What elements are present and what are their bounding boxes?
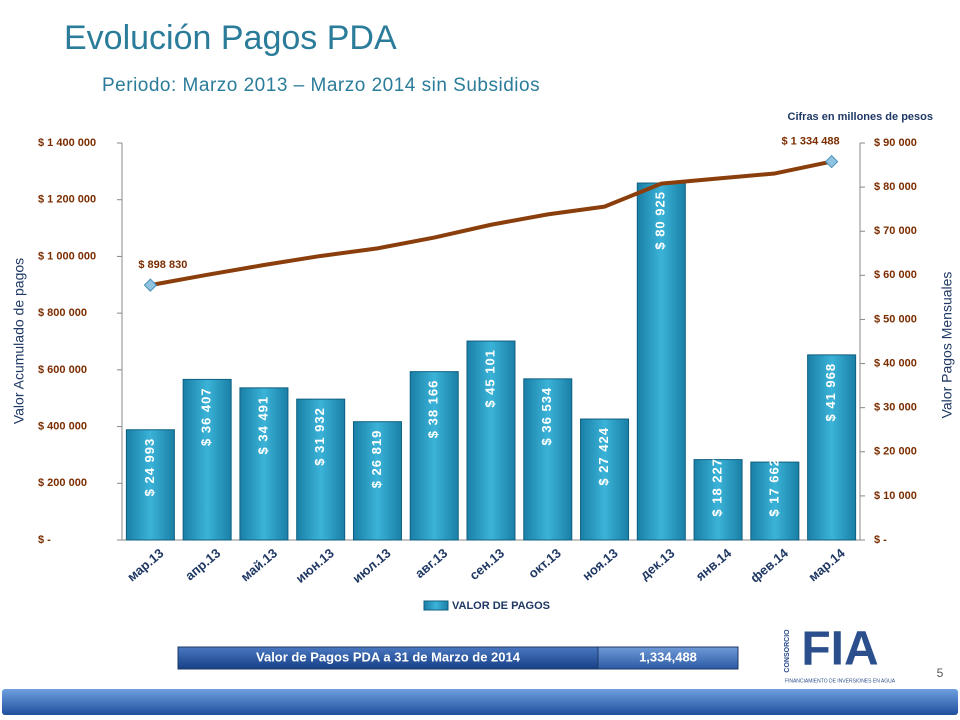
y2-tick-label: $ 90 000 xyxy=(874,137,917,149)
bar xyxy=(636,182,686,541)
bar xyxy=(125,429,175,541)
x-tick-label: мар.13 xyxy=(124,545,166,584)
bar-value-label: $ 26 819 xyxy=(369,430,384,489)
x-tick-label: фев.14 xyxy=(747,545,791,586)
bar xyxy=(523,378,573,541)
summary-label: Valor de Pagos PDA a 31 de Marzo de 2014 xyxy=(256,649,521,664)
note: Cifras en millones de pesos xyxy=(788,111,934,123)
line-marker xyxy=(824,154,839,169)
bar-value-label: $ 18 227 xyxy=(710,458,725,517)
bar xyxy=(580,418,630,541)
logo-name: FIA xyxy=(801,623,878,676)
bar xyxy=(466,340,516,541)
y2-tick-label: $ - xyxy=(874,534,887,546)
x-tick-label: сен.13 xyxy=(467,545,508,582)
y-tick-label: $ 800 000 xyxy=(38,307,87,319)
bar-value-label: $ 36 407 xyxy=(199,387,214,446)
bar-value-label: $ 38 166 xyxy=(426,380,441,439)
x-tick-label: май.13 xyxy=(238,545,280,584)
y2-tick-label: $ 50 000 xyxy=(874,313,917,325)
footer-band xyxy=(2,689,958,715)
bar-value-label: $ 80 925 xyxy=(653,191,668,250)
y2-tick-label: $ 10 000 xyxy=(874,490,917,502)
bar-value-label: $ 41 968 xyxy=(823,363,838,422)
bar xyxy=(352,421,402,541)
y-tick-label: $ 1 000 000 xyxy=(38,250,96,262)
x-tick-label: авг.13 xyxy=(412,545,450,581)
line-value-label: $ 898 830 xyxy=(138,259,187,271)
x-tick-label: апр.13 xyxy=(182,545,223,583)
page-number: 5 xyxy=(937,666,944,680)
bar-value-label: $ 45 101 xyxy=(482,349,497,408)
line-marker xyxy=(143,278,158,292)
bar xyxy=(750,461,800,541)
y2-tick-label: $ 20 000 xyxy=(874,446,917,458)
x-tick-label: окт.13 xyxy=(525,545,564,581)
x-tick-label: дек.13 xyxy=(637,545,677,582)
legend-label: VALOR DE PAGOS xyxy=(452,600,550,612)
y-tick-label: $ 600 000 xyxy=(38,364,87,376)
legend-swatch xyxy=(423,600,449,611)
bar xyxy=(182,378,232,541)
y-tick-label: $ 200 000 xyxy=(38,477,87,489)
bar-value-label: $ 17 662 xyxy=(766,458,781,517)
x-tick-label: ноя.13 xyxy=(579,545,620,583)
x-tick-label: июн.13 xyxy=(293,545,337,585)
bar-value-label: $ 27 424 xyxy=(596,427,611,486)
bar xyxy=(296,398,346,541)
y-tick-label: $ 1 400 000 xyxy=(38,137,96,149)
y2-axis-label: Valor Pagos Mensuales xyxy=(939,272,955,419)
bar-value-label: $ 36 534 xyxy=(539,387,554,446)
y2-tick-label: $ 40 000 xyxy=(874,357,917,369)
y2-tick-label: $ 70 000 xyxy=(874,225,917,237)
bar xyxy=(239,387,289,541)
chart-title: Evolución Pagos PDA xyxy=(64,19,397,57)
logo-tagline: FINANCIAMIENTO DE INVERSIONES EN AGUA xyxy=(785,678,896,684)
y-axis-label: Valor Acumulado de pagos xyxy=(11,258,27,424)
line-value-label: $ 1 334 488 xyxy=(781,135,839,147)
y2-tick-label: $ 60 000 xyxy=(874,269,917,281)
y-tick-label: $ 1 200 000 xyxy=(38,194,96,206)
bar-value-label: $ 31 932 xyxy=(312,407,327,466)
plot: $ - $ 200 000 $ 400 000 $ 600 000 $ 800 000 $… xyxy=(38,135,917,611)
y2-tick-label: $ 30 000 xyxy=(874,402,917,414)
bar xyxy=(807,354,857,541)
x-tick-label: янв.14 xyxy=(693,545,735,584)
bar-value-label: $ 34 491 xyxy=(255,396,270,455)
bar xyxy=(693,459,743,541)
summary-value-box xyxy=(597,646,739,670)
logo-prefix: CONSORCIO xyxy=(784,629,791,673)
bar xyxy=(409,371,459,541)
x-tick-label: июл.13 xyxy=(349,545,393,585)
y-tick-label: $ - xyxy=(38,534,51,546)
y2-tick-label: $ 80 000 xyxy=(874,181,917,193)
summary-value: 1,334,488 xyxy=(639,649,697,664)
chart-subtitle: Periodo: Marzo 2013 – Marzo 2014 sin Sub… xyxy=(102,75,540,96)
y-tick-label: $ 400 000 xyxy=(38,420,87,432)
x-tick-label: мар.14 xyxy=(805,545,848,584)
bar-value-label: $ 24 993 xyxy=(142,438,157,497)
cumulative-line xyxy=(150,159,833,288)
